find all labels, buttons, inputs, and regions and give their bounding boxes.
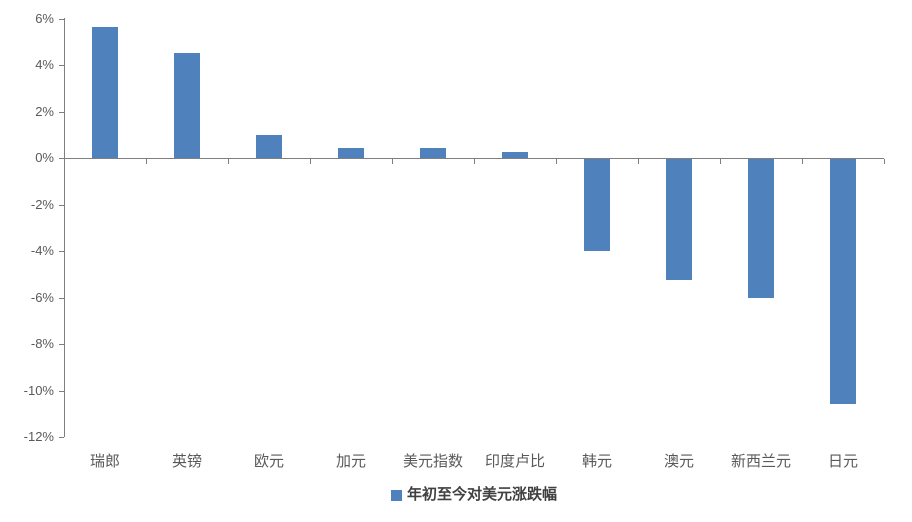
y-axis-line (64, 18, 65, 437)
x-axis-tick (884, 159, 885, 164)
legend-label: 年初至今对美元涨跌幅 (406, 486, 557, 503)
bar-英镑 (174, 53, 200, 158)
y-axis-tick-label: -12% (23, 429, 54, 444)
y-axis-tick (59, 18, 64, 20)
x-axis-category-label: 韩元 (581, 453, 612, 470)
x-axis-tick (802, 159, 803, 164)
x-axis-tick (228, 159, 229, 164)
x-axis-tick (556, 159, 557, 164)
y-axis-tick (59, 111, 64, 113)
y-axis-tick (59, 251, 64, 252)
y-axis-tick-label: -4% (30, 243, 54, 258)
y-axis-tick-label: 0% (35, 150, 54, 165)
x-axis-category-label: 美元指数 (402, 453, 463, 470)
y-axis-tick-label: -2% (30, 196, 54, 212)
bar-瑞郎 (92, 26, 118, 158)
bar-印度卢比 (502, 152, 528, 158)
x-axis-tick (638, 159, 639, 164)
x-axis-category-label: 印度卢比 (484, 453, 545, 470)
bar-韩元 (584, 158, 610, 251)
bar-加元 (338, 147, 364, 158)
x-axis-tick (392, 159, 393, 164)
legend-color-swatch (390, 489, 402, 501)
x-axis-tick (720, 159, 721, 164)
bar-新西兰元 (748, 158, 774, 298)
bar-欧元 (256, 134, 282, 158)
y-axis-tick (59, 204, 64, 206)
x-axis-category-label: 瑞郎 (89, 453, 120, 470)
y-axis-tick (59, 297, 64, 299)
y-axis-tick (59, 390, 64, 392)
y-axis-tick-label: 6% (35, 10, 54, 26)
y-axis-tick-label: -6% (30, 289, 54, 305)
x-axis-category-label: 英镑 (171, 453, 202, 470)
y-axis-tick-label: -8% (30, 336, 54, 351)
x-axis-line (64, 158, 884, 159)
y-axis-tick-label: 2% (35, 103, 54, 119)
x-axis-tick (146, 159, 147, 164)
y-axis-tick (59, 437, 64, 438)
x-axis-category-label: 日元 (827, 453, 858, 470)
x-axis-tick (474, 159, 475, 164)
x-axis-category-label: 澳元 (663, 453, 694, 470)
y-axis-tick-label: 4% (35, 57, 54, 72)
x-axis-category-label: 新西兰元 (730, 453, 791, 470)
bar-美元指数 (420, 147, 446, 158)
x-axis-category-label: 欧元 (253, 453, 284, 470)
y-axis-tick (59, 65, 64, 66)
y-axis-tick-label: -10% (23, 382, 54, 398)
x-axis-tick (310, 159, 311, 164)
bar-澳元 (666, 158, 692, 281)
y-axis-tick (59, 344, 64, 345)
y-axis-tick (59, 158, 64, 159)
legend: 年初至今对美元涨跌幅 (64, 487, 884, 503)
x-axis-category-label: 加元 (335, 453, 366, 470)
bar-日元 (830, 158, 856, 405)
